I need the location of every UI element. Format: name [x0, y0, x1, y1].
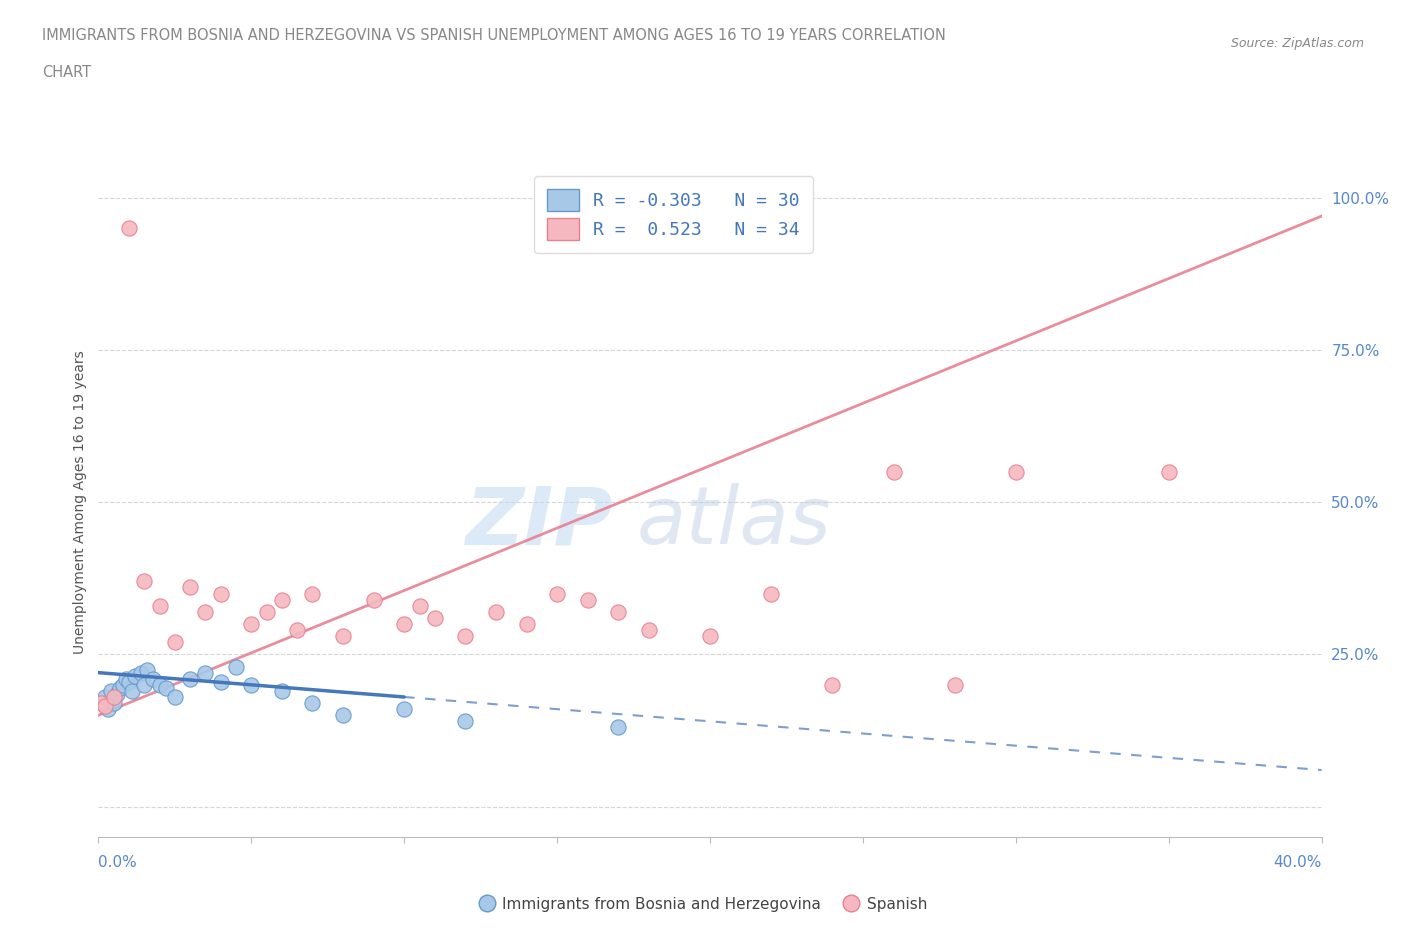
Point	[516, 617, 538, 631]
Point	[194, 604, 217, 619]
Point	[392, 617, 416, 631]
Point	[163, 635, 186, 650]
Point	[363, 592, 385, 607]
Point	[136, 662, 159, 677]
Point	[115, 671, 138, 686]
Point	[134, 574, 156, 589]
Point	[149, 598, 172, 613]
Point	[576, 592, 599, 607]
Point	[90, 696, 112, 711]
Text: Source: ZipAtlas.com: Source: ZipAtlas.com	[1230, 37, 1364, 50]
Point	[240, 617, 263, 631]
Point	[163, 689, 186, 704]
Text: ZIP: ZIP	[465, 484, 612, 562]
Point	[121, 684, 143, 698]
Point	[485, 604, 508, 619]
Point	[699, 629, 721, 644]
Point	[209, 586, 232, 601]
Point	[1004, 464, 1026, 479]
Point	[179, 671, 201, 686]
Point	[943, 677, 966, 692]
Point	[1157, 464, 1180, 479]
Point	[423, 610, 446, 625]
Text: atlas: atlas	[637, 484, 831, 562]
Point	[149, 677, 172, 692]
Point	[454, 714, 477, 729]
Point	[454, 629, 477, 644]
Point	[108, 681, 131, 696]
Point	[90, 696, 112, 711]
Point	[97, 702, 120, 717]
Point	[408, 598, 430, 613]
Point	[821, 677, 844, 692]
Point	[332, 708, 354, 723]
Point	[332, 629, 354, 644]
Point	[285, 622, 308, 637]
Point	[118, 220, 141, 235]
Text: 0.0%: 0.0%	[98, 856, 138, 870]
Legend: R = -0.303   N = 30, R =  0.523   N = 34: R = -0.303 N = 30, R = 0.523 N = 34	[534, 177, 813, 253]
Point	[546, 586, 568, 601]
Point	[103, 689, 125, 704]
Point	[93, 698, 115, 713]
Point	[301, 586, 323, 601]
Point	[118, 674, 141, 689]
Point	[209, 674, 232, 689]
Point	[301, 696, 323, 711]
Point	[225, 659, 247, 674]
Point	[240, 677, 263, 692]
Point	[392, 702, 416, 717]
Point	[100, 684, 122, 698]
Point	[129, 665, 152, 680]
Point	[93, 689, 115, 704]
Point	[194, 665, 217, 680]
Point	[637, 622, 661, 637]
Point	[134, 677, 156, 692]
Legend: Immigrants from Bosnia and Herzegovina, Spanish: Immigrants from Bosnia and Herzegovina, …	[472, 890, 934, 918]
Point	[103, 696, 125, 711]
Point	[270, 684, 294, 698]
Point	[761, 586, 783, 601]
Y-axis label: Unemployment Among Ages 16 to 19 years: Unemployment Among Ages 16 to 19 years	[73, 351, 87, 654]
Point	[124, 669, 146, 684]
Text: CHART: CHART	[42, 65, 91, 80]
Point	[607, 720, 630, 735]
Point	[270, 592, 294, 607]
Point	[155, 681, 177, 696]
Point	[883, 464, 905, 479]
Point	[256, 604, 278, 619]
Point	[111, 677, 134, 692]
Point	[142, 671, 165, 686]
Text: IMMIGRANTS FROM BOSNIA AND HERZEGOVINA VS SPANISH UNEMPLOYMENT AMONG AGES 16 TO : IMMIGRANTS FROM BOSNIA AND HERZEGOVINA V…	[42, 28, 946, 43]
Point	[179, 580, 201, 595]
Text: 40.0%: 40.0%	[1274, 856, 1322, 870]
Point	[607, 604, 630, 619]
Point	[105, 686, 128, 701]
